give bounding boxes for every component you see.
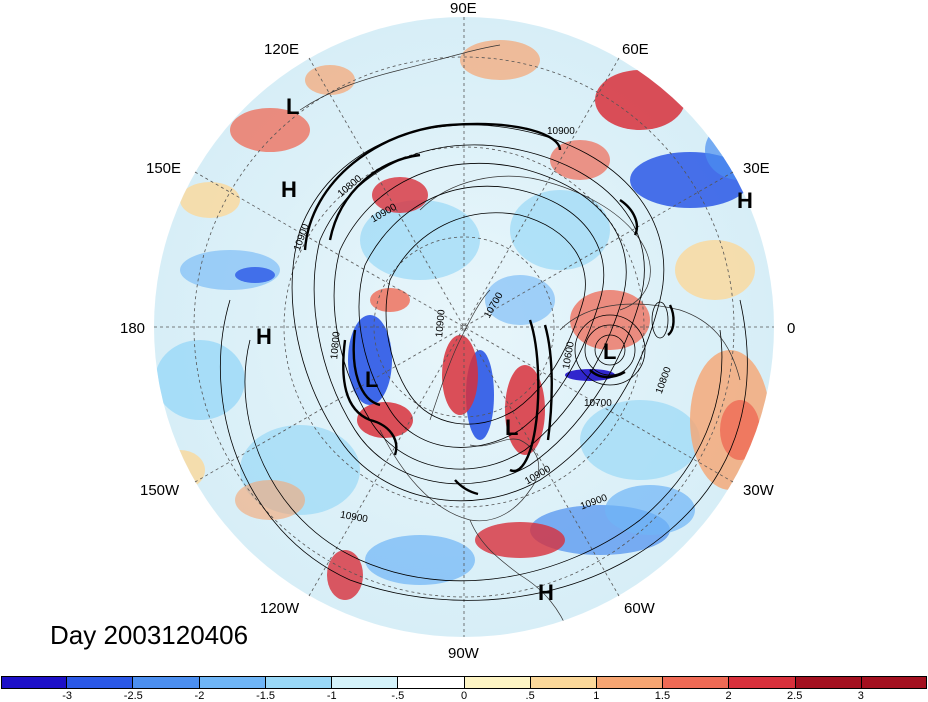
lon-label-90w: 90W xyxy=(448,645,479,662)
contour-label: 10700 xyxy=(584,398,612,409)
colorbar-tick-label: 1 xyxy=(593,690,600,702)
colorbar-tick-label: -2 xyxy=(194,690,205,702)
colorbar-tick-label: -1.5 xyxy=(256,690,276,702)
contour-label: 10900 xyxy=(547,126,575,137)
pressure-label-low: L xyxy=(603,339,617,364)
colorbar-tick-label: -.5 xyxy=(391,690,405,702)
colorbar xyxy=(1,676,928,689)
colorbar-segment xyxy=(729,676,796,689)
lon-label-150w: 150W xyxy=(140,482,180,499)
colorbar-segment xyxy=(795,676,862,689)
colorbar-tick-label: .5 xyxy=(525,690,535,702)
jet-contours xyxy=(303,122,675,496)
day-label: Day 2003120406 xyxy=(50,620,249,650)
colorbar-segment xyxy=(1,676,68,689)
lon-label-90e: 90E xyxy=(450,0,477,17)
colorbar-tick-label: 2 xyxy=(725,690,732,702)
colorbar-tick-label: 0 xyxy=(460,690,468,702)
lon-label-120e: 120E xyxy=(264,41,300,58)
colorbar-tick-label: 3 xyxy=(857,690,864,702)
anomaly-field xyxy=(155,40,774,600)
graticule xyxy=(154,17,774,637)
pressure-label-high: H xyxy=(538,580,554,605)
colorbar-segment xyxy=(199,676,266,689)
colorbar-segment xyxy=(596,676,664,689)
pressure-label-low: L xyxy=(365,367,379,392)
lon-label-30w: 30W xyxy=(743,482,774,499)
colorbar-segment xyxy=(133,676,200,689)
lon-label-30e: 30E xyxy=(743,160,770,177)
colorbar-segment xyxy=(464,676,531,689)
lon-label-150e: 150E xyxy=(146,160,182,177)
colorbar-tick-label: 2.5 xyxy=(787,690,803,702)
coastlines xyxy=(299,44,741,636)
pressure-label-high: H xyxy=(281,177,297,202)
colorbar-segment xyxy=(67,676,134,689)
lon-label-60e: 60E xyxy=(622,41,649,58)
pressure-label-low: L xyxy=(286,94,300,119)
colorbar-tick-label: 1.5 xyxy=(654,690,671,702)
colorbar-segment xyxy=(332,676,399,689)
colorbar-segment xyxy=(398,676,465,689)
colorbar-tick-label: -3 xyxy=(62,690,73,702)
pressure-label-low: L xyxy=(505,415,519,440)
lon-label-0: 0 xyxy=(787,320,796,337)
colorbar-tick-label: -2.5 xyxy=(123,690,143,702)
pressure-label-high: H xyxy=(737,188,753,213)
lon-label-180: 180 xyxy=(120,320,146,337)
colorbar-segment xyxy=(663,676,730,689)
lon-label-60w: 60W xyxy=(624,600,655,617)
height-contours xyxy=(220,124,748,601)
colorbar-segment xyxy=(861,676,928,689)
colorbar-segment xyxy=(265,676,333,689)
pressure-label-high: H xyxy=(256,324,272,349)
colorbar-tick-label: -1 xyxy=(326,690,337,702)
lon-label-120w: 120W xyxy=(260,600,300,617)
colorbar-segment xyxy=(530,676,597,689)
